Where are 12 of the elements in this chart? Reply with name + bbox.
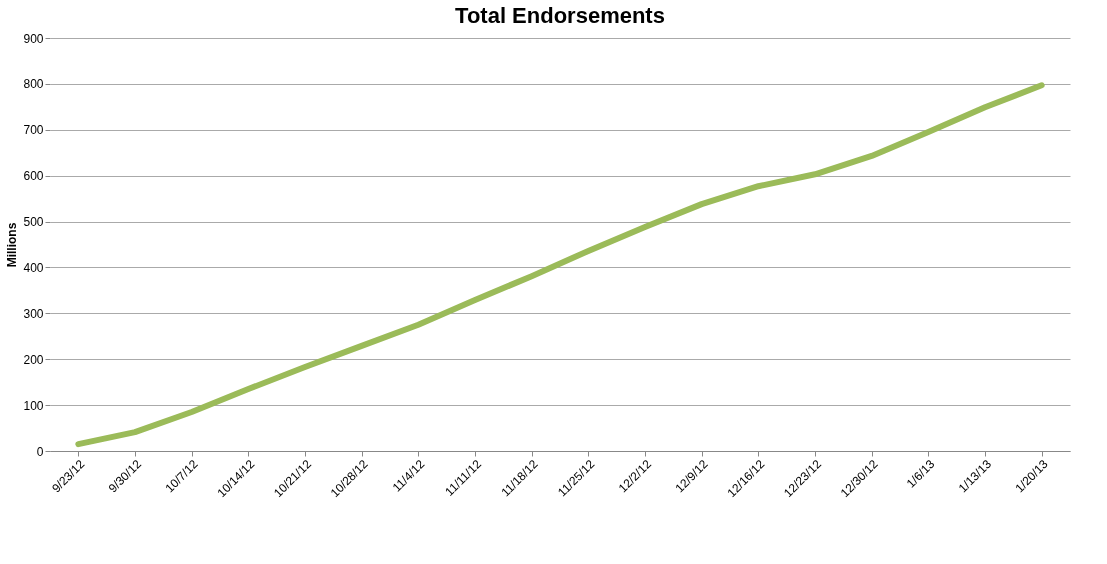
y-tick-label: 600 (23, 169, 44, 184)
chart-title: Total Endorsements (455, 3, 665, 28)
y-tick-label: 500 (23, 215, 44, 230)
y-tick-label: 800 (23, 77, 44, 92)
y-tick-label: 200 (23, 352, 44, 367)
y-tick-label: 300 (23, 306, 44, 321)
y-tick-label: 900 (23, 31, 44, 46)
y-axis-title: Millions (5, 222, 20, 268)
y-tick-label: 700 (23, 123, 44, 138)
y-tick-label: 100 (23, 398, 44, 413)
y-tick-label: 0 (36, 444, 44, 459)
y-tick-label: 400 (23, 260, 44, 275)
